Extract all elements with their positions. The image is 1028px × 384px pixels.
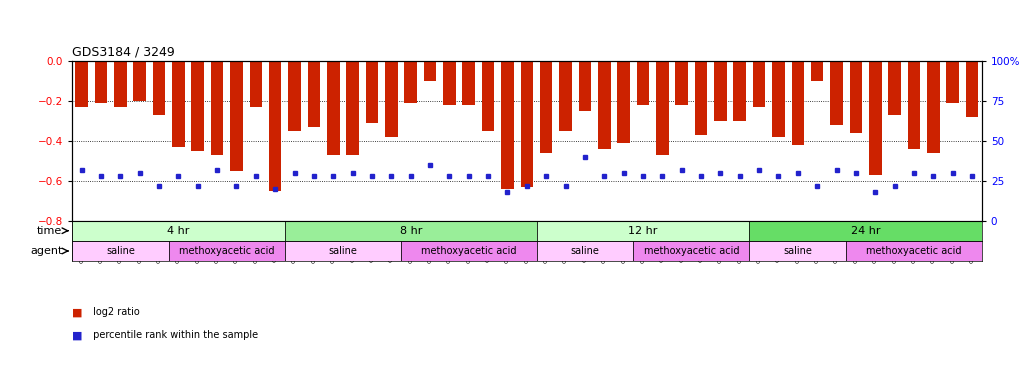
Text: methoxyacetic acid: methoxyacetic acid	[644, 246, 739, 256]
Bar	[749, 241, 846, 261]
Bar	[72, 241, 169, 261]
Text: saline: saline	[329, 246, 358, 256]
Bar	[211, 61, 223, 155]
Text: 24 hr: 24 hr	[851, 226, 880, 236]
Bar	[636, 61, 650, 105]
Text: saline: saline	[106, 246, 135, 256]
Text: 4 hr: 4 hr	[168, 226, 189, 236]
Bar	[656, 61, 668, 155]
Bar	[965, 61, 979, 117]
Bar	[559, 61, 572, 131]
Bar	[908, 61, 920, 149]
Bar	[502, 61, 514, 189]
Bar	[675, 61, 688, 105]
Text: 12 hr: 12 hr	[628, 226, 658, 236]
Bar	[169, 241, 285, 261]
Text: saline: saline	[571, 246, 599, 256]
Bar	[463, 61, 475, 105]
Text: GDS3184 / 3249: GDS3184 / 3249	[72, 46, 175, 59]
Bar	[288, 61, 301, 131]
Bar	[285, 220, 537, 241]
Text: methoxyacetic acid: methoxyacetic acid	[179, 246, 274, 256]
Text: 8 hr: 8 hr	[400, 226, 421, 236]
Bar	[153, 61, 166, 115]
Bar	[250, 61, 262, 107]
Bar	[579, 61, 591, 111]
Bar	[749, 220, 982, 241]
Text: ■: ■	[72, 330, 82, 340]
Text: saline: saline	[783, 246, 812, 256]
Bar	[714, 61, 727, 121]
Bar	[269, 61, 282, 191]
Bar	[285, 241, 401, 261]
Bar	[327, 61, 339, 155]
Bar	[134, 61, 146, 101]
Bar	[520, 61, 534, 187]
Text: time: time	[37, 226, 63, 236]
Bar	[537, 241, 633, 261]
Bar	[811, 61, 823, 81]
Bar	[831, 61, 843, 125]
Text: ■: ■	[72, 307, 82, 317]
Bar	[114, 61, 126, 107]
Text: agent: agent	[30, 246, 63, 256]
Bar	[849, 61, 862, 133]
Text: methoxyacetic acid: methoxyacetic acid	[421, 246, 516, 256]
Bar	[792, 61, 804, 145]
Bar	[869, 61, 882, 175]
Text: percentile rank within the sample: percentile rank within the sample	[90, 330, 259, 340]
Bar	[633, 241, 749, 261]
Bar	[191, 61, 205, 151]
Bar	[598, 61, 611, 149]
Bar	[386, 61, 398, 137]
Bar	[752, 61, 766, 107]
Text: log2 ratio: log2 ratio	[90, 307, 140, 317]
Bar	[846, 241, 982, 261]
Bar	[927, 61, 940, 153]
Bar	[72, 220, 285, 241]
Bar	[366, 61, 378, 123]
Bar	[401, 241, 537, 261]
Bar	[424, 61, 436, 81]
Bar	[346, 61, 359, 155]
Bar	[734, 61, 746, 121]
Bar	[230, 61, 243, 171]
Bar	[540, 61, 552, 153]
Bar	[537, 220, 749, 241]
Bar	[95, 61, 107, 103]
Bar	[404, 61, 417, 103]
Bar	[695, 61, 707, 135]
Bar	[772, 61, 784, 137]
Bar	[307, 61, 320, 127]
Bar	[618, 61, 630, 143]
Bar	[947, 61, 959, 103]
Bar	[443, 61, 455, 105]
Text: methoxyacetic acid: methoxyacetic acid	[867, 246, 962, 256]
Bar	[482, 61, 494, 131]
Bar	[75, 61, 88, 107]
Bar	[172, 61, 185, 147]
Bar	[888, 61, 901, 115]
